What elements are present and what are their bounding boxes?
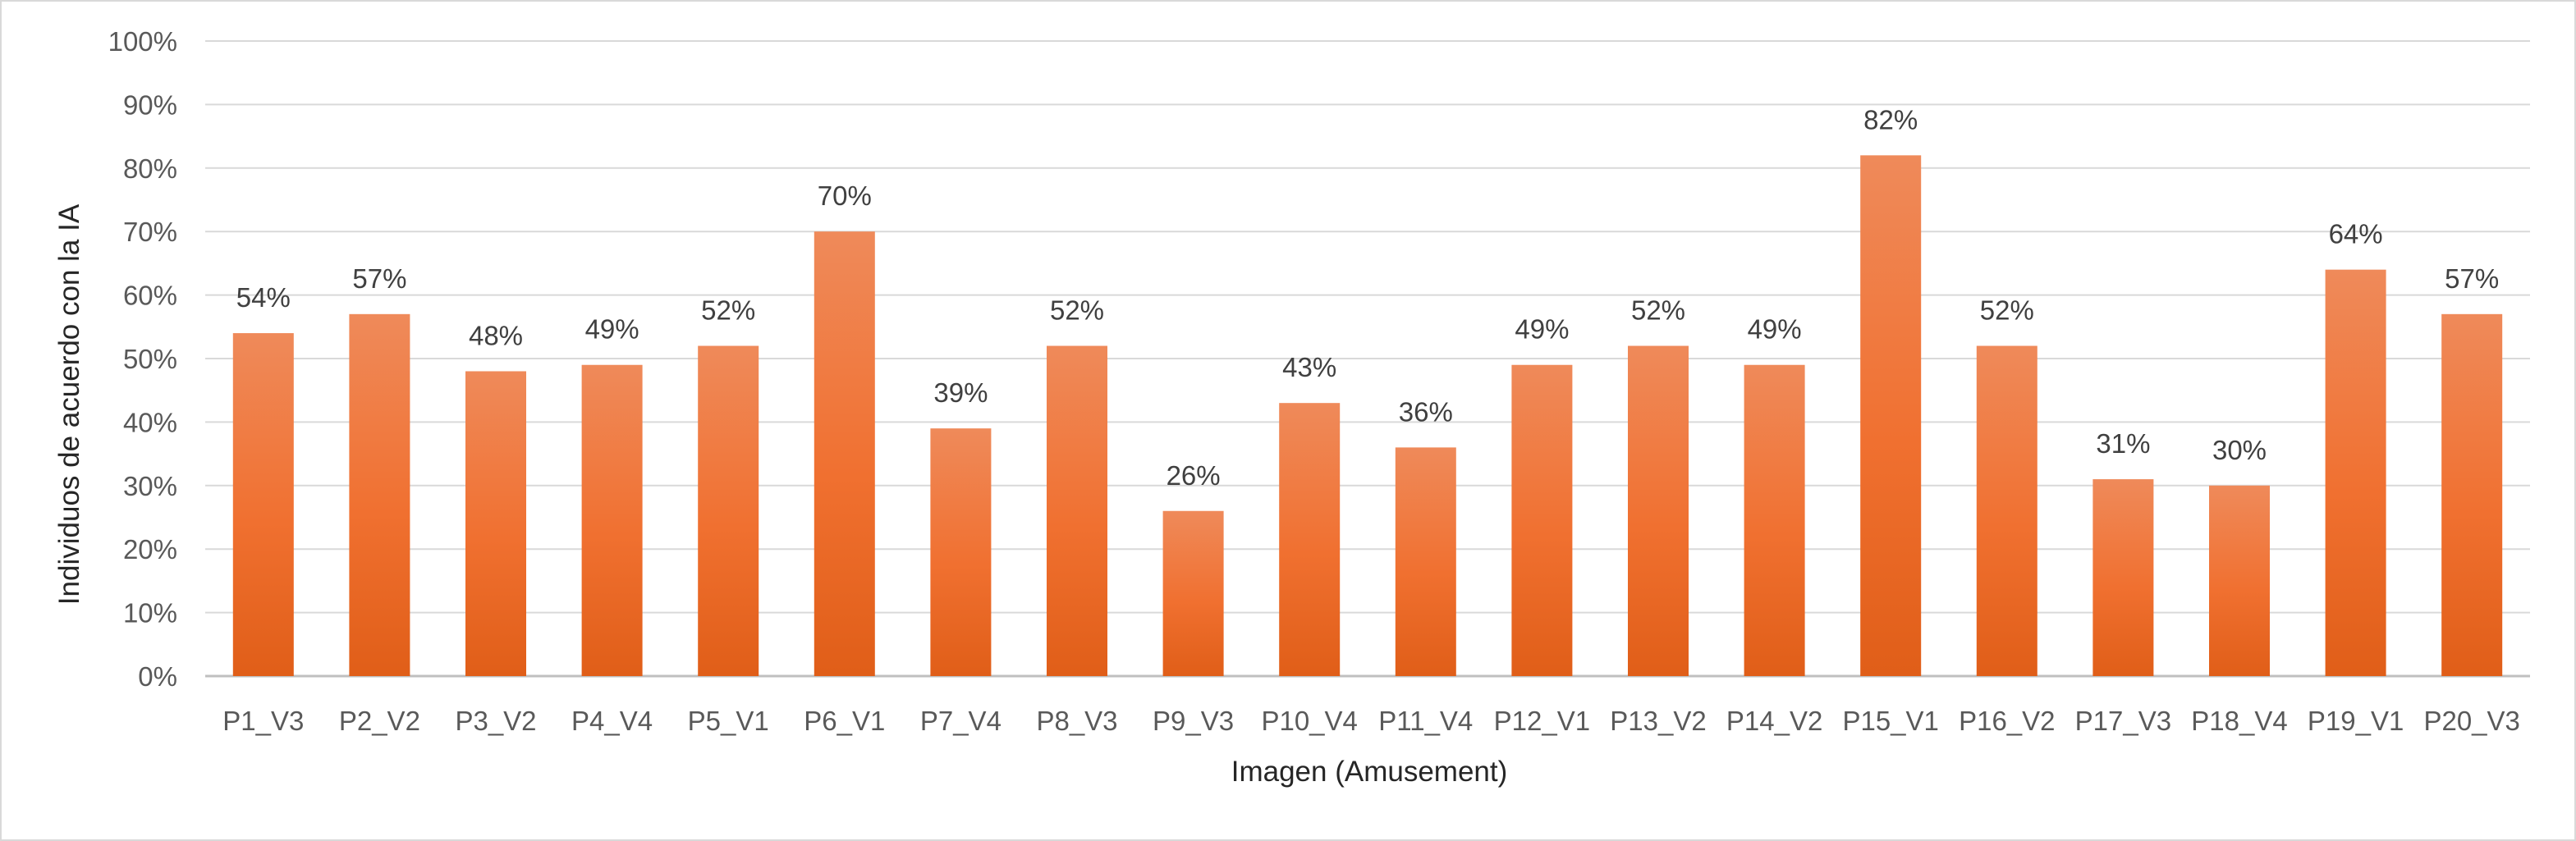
bar [1744, 364, 1805, 676]
x-tick-label: P7_V4 [920, 706, 1002, 736]
x-tick-label: P20_V3 [2423, 706, 2519, 736]
x-tick-label: P2_V2 [339, 706, 420, 736]
x-tick-label: P12_V1 [1494, 706, 1590, 736]
data-label: 82% [1863, 104, 1918, 135]
data-label: 43% [1282, 352, 1336, 382]
bar [2092, 479, 2154, 676]
bar [2209, 485, 2270, 676]
x-axis-title: Imagen (Amusement) [1231, 756, 1508, 788]
gridlines [205, 40, 2530, 678]
bar [1047, 345, 1107, 676]
data-label: 70% [818, 181, 872, 211]
x-tick-label: P3_V2 [455, 706, 536, 736]
x-tick-label: P5_V1 [688, 706, 769, 736]
x-tick-label: P9_V3 [1153, 706, 1234, 736]
y-tick-label: 60% [123, 281, 177, 311]
bar [2325, 269, 2386, 676]
data-label: 49% [1515, 314, 1569, 345]
x-tick-label: P8_V3 [1036, 706, 1117, 736]
data-label: 39% [933, 377, 988, 408]
data-label: 52% [1980, 295, 2034, 326]
data-label: 36% [1399, 396, 1453, 427]
bar [349, 313, 410, 676]
x-tick-label: P6_V1 [804, 706, 885, 736]
x-tick-label: P18_V4 [2191, 706, 2287, 736]
data-label: 26% [1167, 460, 1221, 491]
x-tick-label: P1_V3 [222, 706, 304, 736]
y-tick-label: 50% [123, 344, 177, 374]
bar [2441, 313, 2503, 676]
x-tick-label: P10_V4 [1261, 706, 1357, 736]
bar [465, 371, 526, 676]
bar [930, 428, 992, 676]
y-axis-ticks: 0% 10% 20% 30% 40% 50% 60% 70% 80% 90% 100% [108, 26, 177, 692]
data-label: 64% [2329, 219, 2383, 249]
bar [1628, 345, 1689, 676]
x-tick-label: P4_V4 [571, 706, 653, 736]
bar [1976, 345, 2037, 676]
data-label: 48% [469, 320, 523, 350]
data-label: 49% [585, 314, 639, 345]
data-labels: 54% 57% 48% 49% 52% 70% 39% 52% 26% 43% 36% 49% 52% 4… [236, 104, 2499, 490]
x-tick-label: P15_V1 [1842, 706, 1938, 736]
y-tick-label: 80% [123, 153, 177, 184]
bars [232, 155, 2503, 676]
data-label: 57% [2445, 263, 2499, 294]
y-tick-label: 100% [108, 26, 177, 57]
data-label: 49% [1748, 314, 1802, 345]
bar [698, 345, 759, 676]
data-label: 57% [352, 263, 406, 294]
data-label: 52% [1631, 295, 1685, 326]
x-tick-label: P14_V2 [1726, 706, 1822, 736]
data-label: 30% [2212, 435, 2267, 465]
x-tick-label: P16_V2 [1959, 706, 2055, 736]
bar [581, 364, 643, 676]
bar [1279, 403, 1341, 676]
x-tick-label: P19_V1 [2308, 706, 2404, 736]
bar [1860, 155, 1922, 676]
data-label: 54% [236, 282, 291, 313]
x-tick-label: P13_V2 [1610, 706, 1706, 736]
y-tick-label: 70% [123, 217, 177, 247]
y-tick-label: 10% [123, 598, 177, 628]
data-label: 31% [2096, 428, 2150, 459]
y-tick-label: 90% [123, 89, 177, 120]
x-tick-label: P11_V4 [1378, 706, 1473, 736]
y-tick-label: 0% [138, 661, 177, 692]
bar [1511, 364, 1573, 676]
bar [1162, 510, 1224, 676]
bar [232, 333, 294, 676]
data-label: 52% [1050, 295, 1104, 326]
y-tick-label: 20% [123, 534, 177, 564]
x-tick-label: P17_V3 [2075, 706, 2171, 736]
data-label: 52% [701, 295, 755, 326]
y-axis-title: Individuos de acuerdo con la IA [53, 203, 85, 605]
x-axis-categories: P1_V3 P2_V2 P3_V2 P4_V4 P5_V1 P6_V1 P7_V4 P8_V3… [222, 706, 2520, 736]
bar [814, 231, 875, 676]
y-tick-label: 30% [123, 471, 177, 501]
bar [1395, 447, 1456, 676]
y-tick-label: 40% [123, 407, 177, 437]
